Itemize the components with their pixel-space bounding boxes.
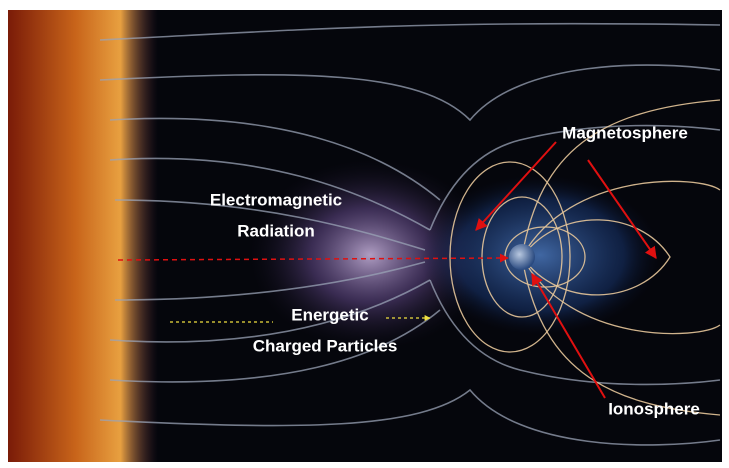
field-lines (449, 99, 721, 416)
label: Magnetosphere (562, 123, 688, 142)
ionosphere-arrow (531, 272, 606, 399)
radiation-line (117, 253, 509, 263)
magnetosphere-arrow (475, 141, 557, 231)
label: Ionosphere (608, 399, 700, 418)
label: Radiation (237, 221, 314, 240)
label: Electromagnetic (210, 190, 342, 209)
label: Charged Particles (253, 336, 398, 355)
earth (509, 244, 535, 270)
magnetosphere-arrow (587, 159, 657, 259)
label: Energetic (291, 305, 368, 324)
bow-shock-glow (250, 160, 490, 350)
sun (8, 10, 158, 462)
solar-wind-lines (99, 22, 721, 446)
